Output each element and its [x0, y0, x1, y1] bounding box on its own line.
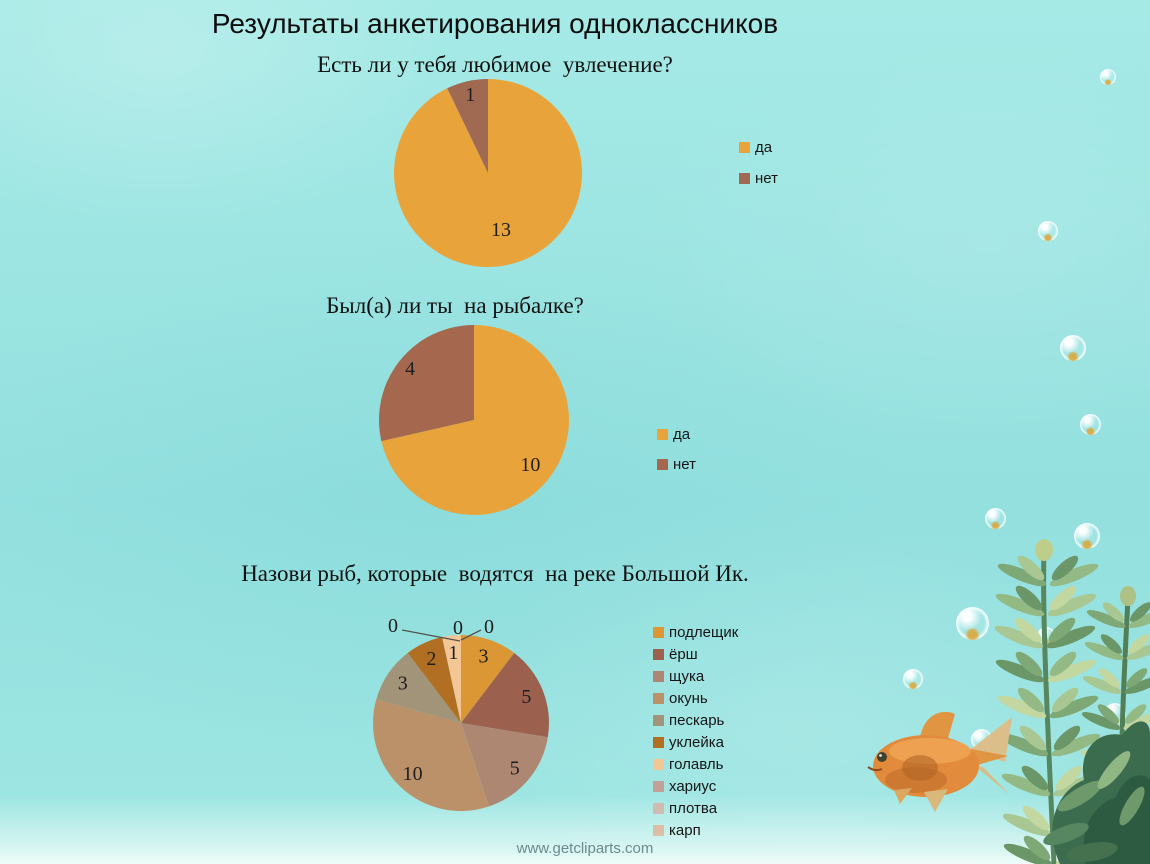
- data-label: 0: [388, 615, 398, 637]
- legend-label: да: [755, 139, 773, 156]
- goldfish-illustration: [867, 711, 1012, 812]
- data-label: 0: [484, 616, 494, 638]
- pie-slice-подлещик: [461, 634, 515, 723]
- pie-chart-2: 10 4: [378, 325, 569, 516]
- legend-label: окунь: [669, 690, 708, 707]
- legend-swatch-icon: [653, 671, 664, 682]
- legend-chart-1: да нет: [739, 140, 778, 202]
- legend-item: да: [657, 427, 696, 442]
- pie-slice-нет: [378, 325, 474, 442]
- legend-swatch-icon: [657, 429, 668, 440]
- legend-label: голавль: [669, 756, 724, 773]
- label-leader-line: [401, 629, 461, 642]
- bubble-icon: [1074, 523, 1100, 549]
- bubble-icon: [903, 669, 923, 689]
- pie-slice-ёрш: [461, 652, 550, 738]
- data-label: 5: [521, 686, 531, 708]
- label-leader-line: [460, 629, 482, 641]
- legend-label: хариус: [669, 778, 717, 795]
- legend-item: карп: [653, 823, 738, 838]
- bubble-icon: [1060, 335, 1086, 361]
- watermark: www.getcliparts.com: [516, 840, 654, 857]
- legend-swatch-icon: [739, 142, 750, 153]
- data-label: 0: [453, 617, 463, 639]
- legend-label: уклейка: [669, 734, 724, 751]
- aquatic-plants-illustration: [994, 539, 1150, 864]
- slide-title: Результаты анкетирования одноклассников: [211, 8, 779, 39]
- legend-swatch-icon: [653, 825, 664, 836]
- data-label: 1: [465, 84, 475, 106]
- pie-slice-да: [393, 79, 582, 267]
- legend-chart-3: подлещик ёрш щука окунь пескарь уклейка голавл…: [653, 625, 738, 845]
- chart-title: Назови рыб, которые водятся на реке Боль…: [241, 561, 749, 586]
- bubble-icon: [956, 607, 989, 640]
- legend-label: ёрш: [669, 646, 698, 663]
- legend-label: да: [673, 426, 691, 443]
- legend-label: нет: [673, 456, 696, 473]
- legend-item: пескарь: [653, 713, 738, 728]
- plant-clump-bottom: [1043, 721, 1150, 864]
- legend-swatch-icon: [657, 459, 668, 470]
- legend-swatch-icon: [653, 781, 664, 792]
- bubble-icon: [985, 508, 1006, 529]
- pie-slice-да: [381, 325, 569, 516]
- legend-item: окунь: [653, 691, 738, 706]
- legend-label: щука: [669, 668, 705, 685]
- legend-swatch-icon: [653, 759, 664, 770]
- data-label: 5: [510, 758, 520, 780]
- legend-swatch-icon: [739, 173, 750, 184]
- data-label: 4: [405, 358, 415, 380]
- legend-label: плотва: [669, 800, 718, 817]
- legend-item: подлещик: [653, 625, 738, 640]
- legend-swatch-icon: [653, 693, 664, 704]
- data-label: 13: [491, 219, 511, 241]
- bubble-icon: [1038, 221, 1058, 241]
- data-label: 3: [479, 645, 489, 667]
- chart-title: Есть ли у тебя любимое увлечение?: [317, 52, 673, 77]
- pie-slice-нет: [447, 78, 488, 173]
- pie-slice-голавль: [442, 635, 461, 723]
- legend-item: уклейка: [653, 735, 738, 750]
- legend-label: пескарь: [669, 712, 725, 729]
- legend-swatch-icon: [653, 649, 664, 660]
- pie-slice-уклейка: [407, 637, 461, 723]
- bubble-icon: [1100, 69, 1116, 85]
- legend-item: нет: [739, 171, 778, 186]
- legend-label: подлещик: [669, 624, 739, 641]
- legend-item: голавль: [653, 757, 738, 772]
- data-label: 2: [426, 648, 436, 670]
- legend-label: нет: [755, 170, 778, 187]
- legend-item: плотва: [653, 801, 738, 816]
- bubble-icon: [1080, 414, 1101, 435]
- data-label: 1: [448, 642, 458, 664]
- legend-label: карп: [669, 822, 701, 839]
- legend-swatch-icon: [653, 803, 664, 814]
- legend-swatch-icon: [653, 627, 664, 638]
- legend-item: да: [739, 140, 778, 155]
- legend-item: нет: [657, 457, 696, 472]
- data-label: 3: [398, 673, 408, 695]
- pie-chart-1: 13 1: [393, 78, 582, 267]
- data-label: 10: [520, 454, 540, 476]
- goldfish: [867, 711, 1012, 812]
- legend-item: щука: [653, 669, 738, 684]
- legend-item: хариус: [653, 779, 738, 794]
- legend-item: ёрш: [653, 647, 738, 662]
- pie-slice-щука: [461, 723, 548, 807]
- legend-chart-2: да нет: [657, 427, 696, 487]
- pie-slice-пескарь: [376, 652, 461, 723]
- chart-title: Был(а) ли ты на рыбалке?: [326, 293, 584, 318]
- pie-slice-окунь: [373, 699, 490, 811]
- data-label: 10: [403, 763, 423, 785]
- legend-swatch-icon: [653, 715, 664, 726]
- legend-swatch-icon: [653, 737, 664, 748]
